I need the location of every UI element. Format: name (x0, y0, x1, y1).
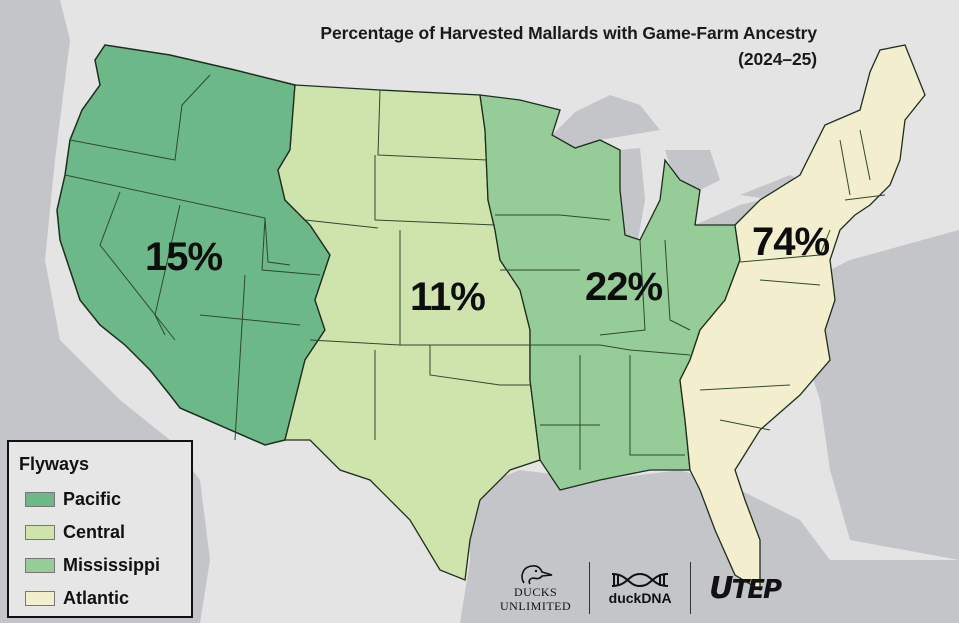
mississippi-swatch (25, 558, 55, 573)
legend-label: Mississippi (63, 555, 161, 575)
logo-divider (589, 562, 591, 614)
atlantic-swatch (25, 591, 55, 606)
utep-logo: UTEP (709, 570, 782, 606)
duckdna-logo: duckDNA (608, 570, 672, 606)
map-title: Percentage of Harvested Mallards with Ga… (320, 20, 817, 72)
central-percent-label: 11% (410, 275, 486, 319)
legend-title: Flyways (19, 454, 90, 474)
flyways-legend: Flyways Pacific Central Mississippi Atla… (7, 440, 193, 618)
dna-helix-icon (612, 572, 669, 588)
legend-item-central: Central (19, 516, 181, 549)
legend-item-pacific: Pacific (19, 483, 181, 516)
du-line-2: Unlimited (500, 599, 572, 613)
title-line-2: (2024–25) (738, 49, 817, 69)
pacific-percent-label: 15% (145, 235, 223, 279)
legend-item-atlantic: Atlantic (19, 582, 181, 615)
legend-label: Atlantic (63, 588, 130, 608)
duckdna-text: duckDNA (608, 590, 672, 606)
atlantic-percent-label: 74% (752, 220, 830, 264)
ducks-unlimited-logo: Ducks Unlimited (500, 563, 571, 613)
mississippi-percent-label: 22% (585, 265, 663, 309)
legend-label: Pacific (63, 489, 122, 509)
pacific-swatch (25, 492, 55, 507)
sponsor-logos: Ducks Unlimited duckDNA UTEP (500, 560, 782, 616)
logo-divider (690, 562, 692, 614)
title-line-1: Percentage of Harvested Mallards with Ga… (320, 23, 817, 43)
region-atlantic (679, 44, 926, 592)
duck-head-icon (520, 565, 552, 585)
legend-item-mississippi: Mississippi (19, 549, 181, 582)
du-line-1: Ducks (513, 585, 558, 599)
state-borders (64, 74, 886, 470)
utep-text: UTEP (709, 570, 782, 606)
central-swatch (25, 525, 55, 540)
legend-label: Central (63, 522, 126, 542)
